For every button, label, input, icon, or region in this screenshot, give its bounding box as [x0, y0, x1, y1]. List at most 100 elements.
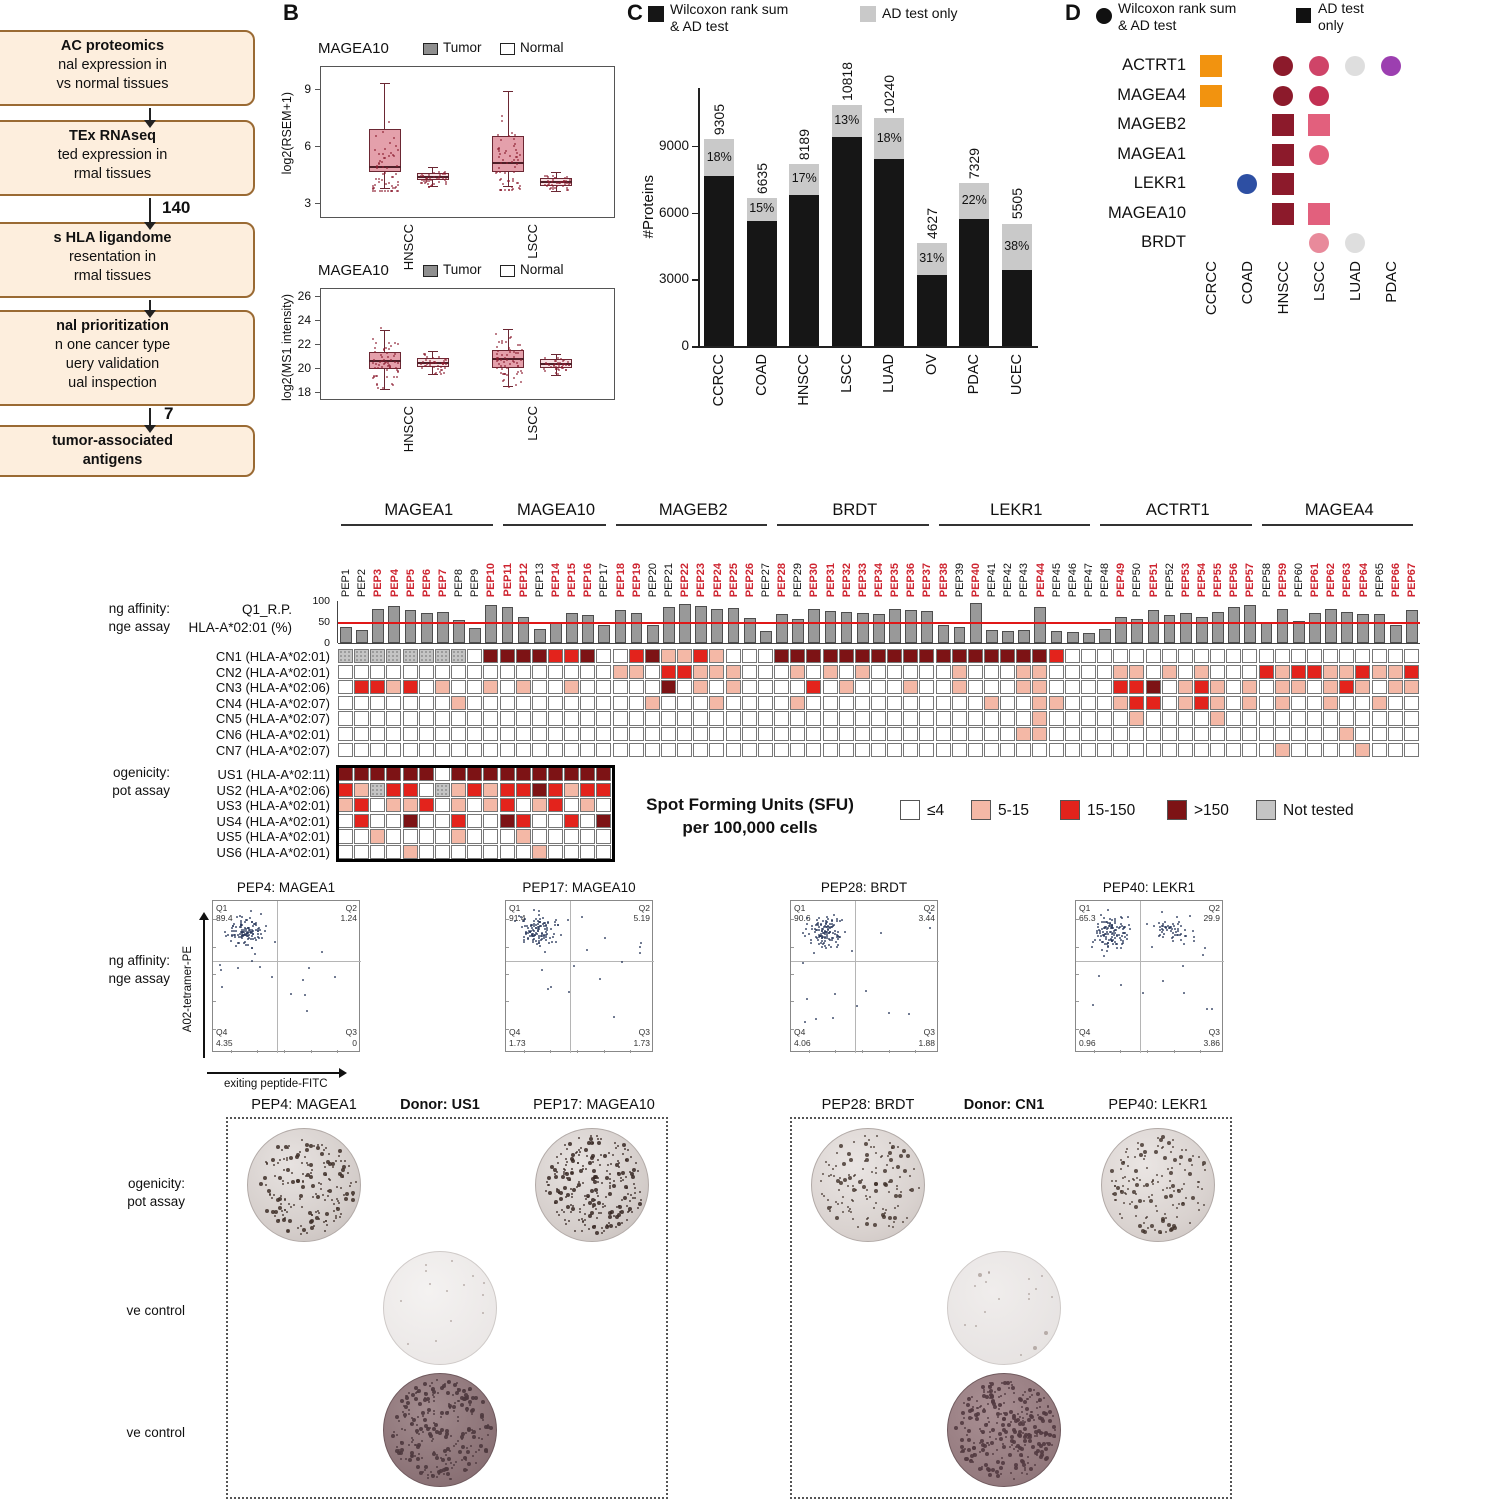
- peptide-label: PEP43: [1018, 562, 1031, 597]
- binding-affinity-label: ng affinity: nge assay: [55, 952, 170, 987]
- heatmap-cell: [741, 680, 757, 695]
- heatmap-cell: [612, 649, 628, 664]
- x-tick-mark: [550, 1050, 552, 1053]
- heatmap-cell: [870, 742, 886, 757]
- quad-q3-label: Q3: [1208, 1027, 1220, 1037]
- speckles: [384, 1374, 386, 1376]
- panel-d-gene-cancer-matrix: D Wilcoxon rank sum & AD test AD test only A…: [1060, 0, 1504, 345]
- heatmap-cell: [467, 664, 483, 679]
- heatmap-cell: [499, 711, 515, 726]
- heatmap-cell: [709, 664, 725, 679]
- heatmap-cell: [564, 845, 580, 860]
- flow-box: s HLA ligandome resentation in rmal tissue…: [0, 222, 255, 298]
- matrix-mark-square: [1272, 143, 1294, 166]
- flow-box-line: n one cancer type: [54, 337, 171, 354]
- matrix-col-label: LSCC: [1310, 261, 1328, 302]
- heatmap-cell: [693, 727, 709, 742]
- immunogenicity-line: pot assay: [112, 782, 170, 798]
- x-tick-wrap: LSCC: [524, 406, 540, 468]
- flow-box-line: nal expression in: [58, 57, 167, 74]
- heatmap-cell: [434, 742, 450, 757]
- box-median: [368, 359, 401, 362]
- peptide-label: PEP59: [1276, 562, 1289, 597]
- heatmap-cell: [1161, 649, 1177, 664]
- heatmap-cell: [693, 711, 709, 726]
- y-tick-mark: [791, 1001, 794, 1003]
- heatmap-cell: [1097, 649, 1113, 664]
- peptide-label: PEP47: [1082, 562, 1095, 597]
- matrix-mark-circle: [1309, 144, 1329, 165]
- heatmap-cell: [499, 680, 515, 695]
- quad-q4-label: Q4: [794, 1027, 806, 1037]
- heatmap-cell: [709, 680, 725, 695]
- flow-box-line: s HLA ligandome: [53, 230, 172, 246]
- heatmap-cell: [499, 845, 515, 860]
- heatmap-cell: [531, 845, 547, 860]
- heatmap-cell: [1355, 711, 1371, 726]
- peptide-label-wrap: PEP7: [435, 531, 451, 597]
- affinity-bar: [953, 627, 966, 643]
- heatmap-cell: [596, 829, 612, 844]
- affinity-bar: [1163, 615, 1176, 643]
- heatmap-cell: [951, 649, 967, 664]
- binding-affinity-line: nge assay: [108, 970, 170, 986]
- flow-box-line: vs normal tissues: [56, 76, 169, 93]
- affinity-bar: [1002, 631, 1014, 643]
- heatmap-cell: [547, 664, 563, 679]
- heatmap-row-label: US2 (HLA-A*02:06): [216, 782, 330, 798]
- y-tick-mark: [692, 145, 698, 148]
- heatmap-cell: [1226, 664, 1242, 679]
- affinity-bar: [372, 608, 385, 643]
- matrix-col-wrap: COAD: [1239, 261, 1256, 333]
- matrix-col-wrap: LUAD: [1347, 261, 1364, 333]
- heatmap-cell: [596, 798, 612, 813]
- heatmap-cell: [499, 649, 515, 664]
- scatter-dots: [506, 901, 508, 903]
- x-tick-mark: [1120, 1050, 1122, 1053]
- quad-q1-value: 90.6: [794, 913, 811, 923]
- affinity-bar: [646, 624, 659, 643]
- heatmap-row-label: US1 (HLA-A*02:11): [217, 767, 330, 782]
- y-tick-mark: [791, 919, 794, 921]
- peptide-label-wrap: PEP46: [1065, 531, 1081, 597]
- peptide-label: PEP15: [566, 562, 579, 597]
- heatmap-cell: [967, 649, 983, 664]
- peptide-label-wrap: PEP66: [1388, 531, 1404, 597]
- heatmap-cell: [1177, 727, 1193, 742]
- heatmap-cell: [1242, 664, 1258, 679]
- heatmap-cell: [354, 845, 370, 860]
- heatmap-cell: [580, 782, 596, 797]
- affinity-bar: [1373, 614, 1386, 643]
- y-tick-label: 9: [304, 81, 311, 96]
- elispot-title: PEP17: MAGEA10: [533, 1097, 655, 1113]
- peptide-label-wrap: PEP12: [516, 531, 532, 597]
- heatmap-cell: [467, 680, 483, 695]
- legend-label: AD test only: [882, 5, 958, 21]
- heatmap-cell: [919, 695, 935, 710]
- heatmap-cell: [451, 711, 467, 726]
- x-tick-mark: [630, 1050, 632, 1053]
- heatmap-cell: [596, 813, 612, 828]
- peptide-label-wrap: PEP54: [1194, 531, 1210, 597]
- heatmap-cell: [677, 649, 693, 664]
- panel-e-peptide-heatmap: Spot Forming Units (SFU) per 100,000 cel…: [0, 497, 1504, 882]
- heatmap-cell: [1048, 695, 1064, 710]
- heatmap-cell: [467, 695, 483, 710]
- peptide-label-wrap: PEP41: [984, 531, 1000, 597]
- peptide-label-wrap: PEP4: [386, 531, 402, 597]
- heatmap-cell: [515, 649, 531, 664]
- heatmap-row-label: CN4 (HLA-A*02:07): [215, 695, 330, 711]
- quadrant-hline: [506, 961, 654, 962]
- heatmap-cell: [887, 680, 903, 695]
- heatmap-cell: [1080, 680, 1096, 695]
- heatmap-cell: [1210, 649, 1226, 664]
- flow-y-axis-arrowhead: [199, 912, 209, 920]
- heatmap-cell: [935, 727, 951, 742]
- y-tick-mark: [506, 1028, 509, 1030]
- heatmap-cell: [370, 813, 386, 828]
- peptide-label-wrap: PEP3: [370, 531, 386, 597]
- heatmap-cell: [1097, 742, 1113, 757]
- heatmap-cell: [1226, 742, 1242, 757]
- heatmap-cell: [499, 695, 515, 710]
- heatmap-cell: [1323, 742, 1339, 757]
